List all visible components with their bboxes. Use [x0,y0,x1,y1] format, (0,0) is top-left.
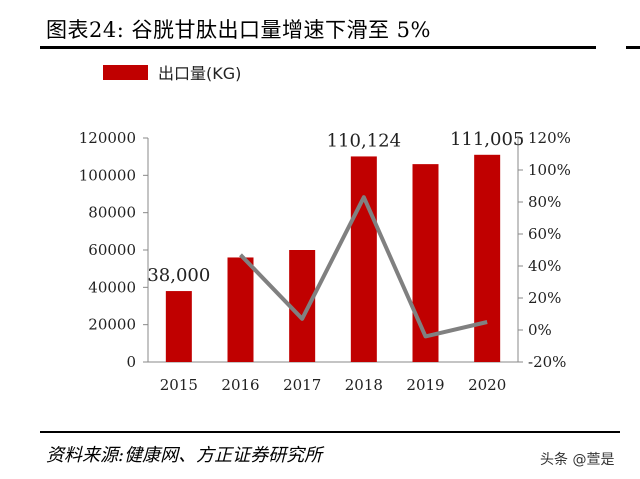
chart: 出口量(KG) 0 20000 40000 60000 80000 100000 12000… [79,64,571,394]
right-tick-label: 20% [528,289,561,307]
right-tick-label: 100% [528,161,571,179]
bar-2019 [412,164,439,362]
legend-swatch [103,65,148,80]
line-series [239,195,488,339]
x-tick-label: 2016 [221,376,259,394]
left-tick-label: 100000 [79,166,136,184]
right-tick-label: 80% [528,193,561,211]
bar-2020 [474,154,501,362]
bar-2016 [227,257,254,362]
title-rule-tail [626,46,640,49]
bar-series [165,154,501,362]
right-tick-label: 120% [528,129,571,147]
left-tick-label: 120000 [79,129,136,147]
legend: 出口量(KG) [103,64,241,83]
data-label-2018: 110,124 [327,130,401,151]
left-tick-label: 60000 [88,241,136,259]
right-tick-label: 40% [528,257,561,275]
chart-title: 图表24: 谷胱甘肽出口量增速下滑至 5% [46,18,431,42]
x-tick-label: 2017 [283,376,321,394]
right-tick-label: 60% [528,225,561,243]
right-tick-label: 0% [528,321,552,339]
left-tick-label: 40000 [88,278,136,296]
footer-rule [40,431,620,433]
axes: 0 20000 40000 60000 80000 100000 120000 -20% 0% 2… [79,129,571,394]
x-tick-label: 2015 [160,376,198,394]
x-tick-label: 2018 [345,376,383,394]
data-label-2015: 38,000 [147,265,210,286]
left-tick-label: 0 [126,353,136,371]
bar-2017 [289,250,316,362]
data-labels: 38,000 110,124 111,005 [147,129,524,286]
bar-2018 [350,156,377,362]
bar-2015 [165,291,192,362]
left-tick-label: 20000 [88,316,136,334]
left-tick-label: 80000 [88,204,136,222]
x-tick-label: 2019 [406,376,444,394]
right-tick-label: -20% [528,353,566,371]
legend-label: 出口量(KG) [158,64,241,83]
title-rule [40,46,596,49]
x-tick-label: 2020 [468,376,506,394]
data-label-2020: 111,005 [450,129,524,150]
title-bar: 图表24: 谷胱甘肽出口量增速下滑至 5% [0,0,640,52]
source-note: 资料来源:健康网、方正证券研究所 [46,445,323,466]
watermark: 头条 @萱是 [540,452,615,468]
